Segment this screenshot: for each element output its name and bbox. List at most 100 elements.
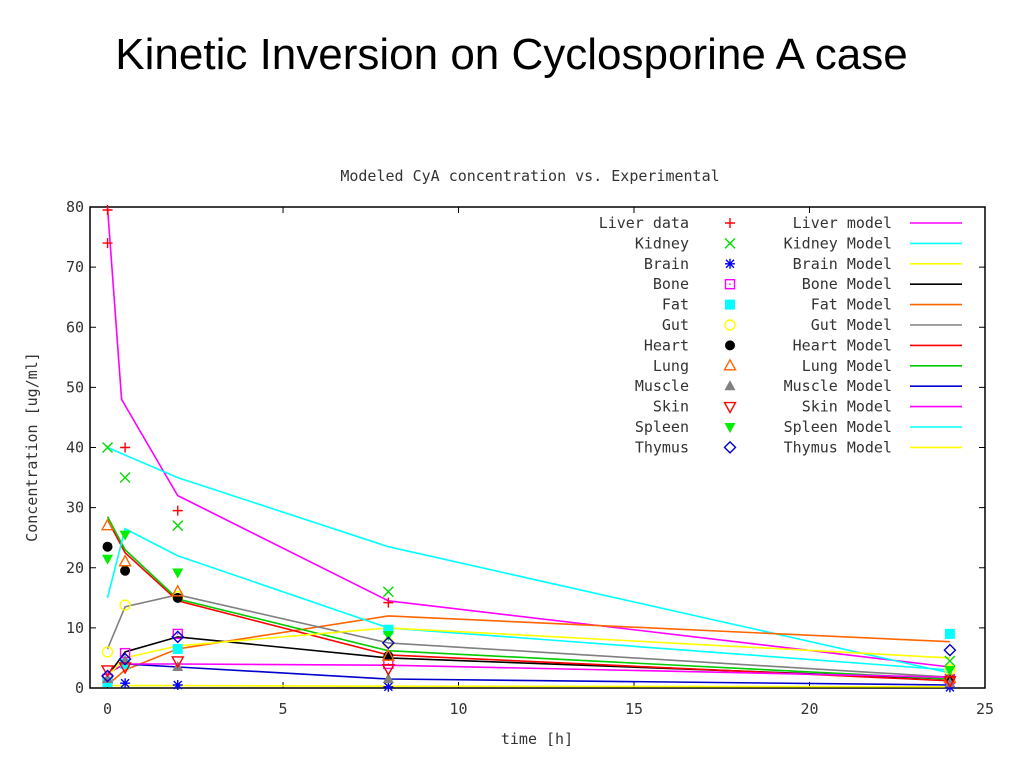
data-point-spleen bbox=[944, 665, 956, 676]
data-point-lung bbox=[171, 584, 185, 597]
legend-label: Lung Model bbox=[802, 357, 892, 375]
data-point-skin bbox=[381, 664, 396, 677]
legend-marker bbox=[724, 423, 736, 433]
model-line-brain-model bbox=[107, 684, 950, 688]
legend-label: Bone Model bbox=[802, 275, 892, 293]
legend-marker bbox=[723, 440, 737, 454]
data-point-thymus bbox=[381, 636, 395, 650]
data-point-heart bbox=[102, 541, 113, 552]
data-point-bone bbox=[172, 628, 183, 640]
data-point-brain bbox=[120, 678, 131, 689]
y-tick-label: 20 bbox=[66, 559, 84, 577]
data-point-fat bbox=[944, 628, 955, 639]
data-point-kidney bbox=[102, 442, 114, 453]
data-point-kidney bbox=[172, 520, 184, 532]
data-point-spleen bbox=[172, 568, 184, 579]
data-point-thymus bbox=[943, 643, 957, 657]
data-point-skin bbox=[118, 662, 132, 675]
legend-label: Liver data bbox=[599, 214, 689, 232]
legend-label: Kidney Model bbox=[784, 234, 892, 252]
legend-label: Brain Model bbox=[793, 255, 892, 273]
y-tick-label: 60 bbox=[66, 318, 84, 336]
data-point-fat bbox=[383, 624, 394, 635]
legend-label: Gut bbox=[662, 316, 689, 334]
y-tick-label: 0 bbox=[75, 679, 84, 697]
x-tick-label: 25 bbox=[976, 700, 994, 718]
data-point-liver-data bbox=[102, 238, 113, 249]
y-tick-label: 10 bbox=[66, 619, 84, 637]
y-tick-label: 70 bbox=[66, 258, 84, 276]
data-point-muscle bbox=[382, 672, 394, 683]
y-tick-label: 50 bbox=[66, 378, 84, 396]
legend-label: Muscle Model bbox=[784, 377, 892, 395]
model-line-lung-model bbox=[106, 516, 950, 680]
model-line-kidney-model bbox=[107, 446, 951, 674]
data-point-skin bbox=[943, 676, 957, 689]
y-tick-label: 80 bbox=[66, 198, 84, 216]
legend-marker bbox=[723, 358, 737, 371]
data-point-thymus bbox=[118, 652, 132, 666]
legend-marker bbox=[724, 237, 736, 249]
legend-label: Skin bbox=[653, 398, 689, 416]
data-point-thymus bbox=[101, 669, 115, 683]
plot-area: 0 5 10 15 20 25 0 10 20 30 40 50 60 70 80 bbox=[66, 198, 994, 718]
data-point-skin bbox=[171, 656, 185, 669]
data-point-heart bbox=[120, 565, 131, 576]
x-tick-label: 10 bbox=[449, 700, 467, 718]
legend-label: Fat bbox=[662, 296, 689, 314]
model-line-heart-model bbox=[106, 519, 950, 682]
legend-label: Spleen bbox=[635, 418, 689, 436]
data-point-liver-data bbox=[172, 505, 183, 516]
legend-marker bbox=[725, 299, 735, 310]
legend-label: Skin Model bbox=[802, 398, 892, 416]
data-point-gut bbox=[119, 599, 131, 611]
legend-label: Muscle bbox=[635, 377, 689, 395]
legend-marker bbox=[724, 279, 736, 290]
legend-label: Brain bbox=[644, 255, 689, 273]
data-point-fat bbox=[172, 643, 183, 654]
data-point-kidney bbox=[382, 586, 394, 598]
data-point-lung bbox=[100, 518, 115, 531]
x-tick-label: 0 bbox=[103, 700, 112, 718]
legend-label: Kidney bbox=[635, 234, 689, 252]
legend-label: Heart Model bbox=[793, 336, 892, 354]
x-tick-label: 20 bbox=[800, 700, 818, 718]
data-point-lung bbox=[381, 648, 396, 661]
model-line-liver-model bbox=[106, 206, 950, 668]
legend-label: Thymus Model bbox=[784, 438, 892, 456]
data-point-thymus bbox=[171, 630, 185, 644]
slide-title: Kinetic Inversion on Cyclosporine A case bbox=[115, 30, 908, 79]
legend-marker bbox=[724, 319, 736, 331]
legend-label: Lung bbox=[653, 357, 689, 375]
x-tick-label: 5 bbox=[279, 700, 288, 718]
data-point-spleen bbox=[119, 530, 131, 541]
chart-title: Modeled CyA concentration vs. Experiment… bbox=[340, 167, 719, 185]
legend-marker bbox=[725, 218, 735, 228]
model-line-spleen-model bbox=[106, 527, 950, 671]
data-point-heart bbox=[172, 592, 183, 603]
legend-label: Gut Model bbox=[811, 316, 892, 334]
legend-marker bbox=[725, 340, 735, 351]
y-tick-label: 40 bbox=[66, 439, 84, 457]
legend-marker bbox=[723, 401, 737, 415]
legend-label: Bone bbox=[653, 275, 689, 293]
legend-marker bbox=[724, 380, 736, 391]
data-point-liver-data bbox=[120, 442, 131, 453]
data-point-muscle bbox=[944, 677, 956, 688]
data-point-liver-data bbox=[383, 597, 394, 608]
y-tick-label: 30 bbox=[66, 499, 84, 517]
legend-label: Fat Model bbox=[811, 296, 892, 314]
data-point-spleen bbox=[102, 554, 114, 565]
data-point-kidney bbox=[119, 472, 131, 484]
data-point-spleen bbox=[382, 631, 394, 642]
legend-label: Heart bbox=[644, 336, 689, 354]
data-point-gut bbox=[101, 646, 114, 658]
x-axis-label: time [h] bbox=[501, 730, 573, 748]
x-tick-label: 15 bbox=[625, 700, 643, 718]
data-point-brain bbox=[172, 679, 183, 690]
legend-label: Spleen Model bbox=[784, 418, 892, 436]
legend-label: Thymus bbox=[635, 438, 689, 456]
model-line-bone-model bbox=[106, 636, 950, 680]
data-point-lung bbox=[118, 554, 132, 567]
